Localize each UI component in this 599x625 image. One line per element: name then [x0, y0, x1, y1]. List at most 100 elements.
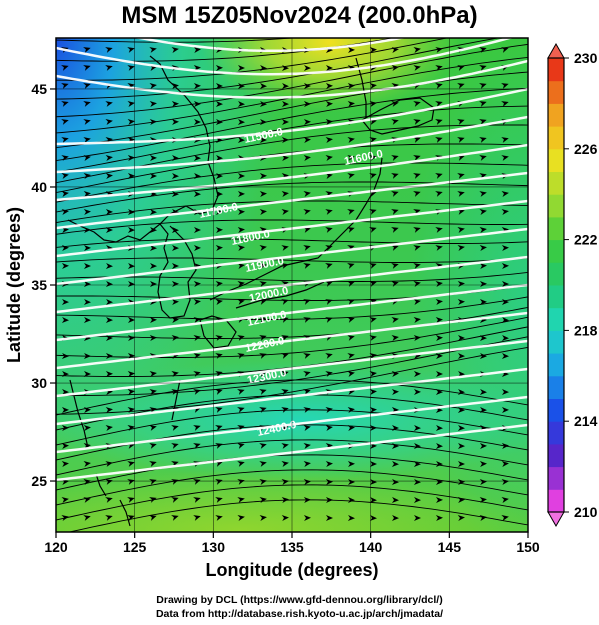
wind-arrow: [347, 371, 355, 377]
wind-arrow: [237, 425, 245, 431]
wind-arrow: [413, 335, 421, 341]
wind-arrow: [281, 65, 289, 71]
wind-arrow: [215, 65, 223, 71]
wind-arrow: [435, 371, 443, 377]
wind-arrow: [259, 461, 267, 467]
wind-arrow: [259, 353, 267, 359]
wind-arrow: [325, 119, 333, 125]
wind-arrow: [215, 83, 223, 89]
wind-arrow: [237, 353, 245, 359]
x-tick-label: 150: [516, 539, 540, 555]
wind-arrow: [171, 425, 179, 431]
wind-arrow: [369, 83, 377, 89]
wind-arrow: [281, 515, 289, 521]
wind-arrow: [149, 461, 157, 467]
wind-arrow: [127, 281, 135, 287]
wind-arrow: [413, 209, 421, 215]
wind-arrow: [391, 173, 399, 179]
wind-arrow: [83, 317, 91, 323]
colorbar-segment: [548, 194, 564, 218]
wind-arrow: [105, 407, 113, 413]
x-tick-label: 145: [438, 539, 462, 555]
wind-arrow: [215, 281, 223, 287]
wind-arrow: [347, 353, 355, 359]
wind-arrow: [457, 443, 465, 449]
wind-arrow: [259, 389, 267, 395]
wind-arrow: [281, 443, 289, 449]
x-tick-label: 140: [359, 539, 383, 555]
x-tick-label: 125: [123, 539, 147, 555]
y-tick-label: 25: [31, 473, 47, 489]
wind-arrow: [391, 65, 399, 71]
wind-arrow: [391, 335, 399, 341]
wind-arrow: [193, 227, 201, 233]
wind-arrow: [501, 497, 509, 503]
wind-arrow: [303, 479, 311, 485]
wind-arrow: [149, 173, 157, 179]
wind-arrow: [237, 209, 245, 215]
wind-arrow: [83, 191, 91, 197]
wind-arrow: [61, 425, 69, 431]
colorbar-segment: [548, 262, 564, 286]
wind-arrow: [193, 83, 201, 89]
wind-arrow: [149, 425, 157, 431]
wind-arrow: [303, 497, 311, 503]
wind-arrow: [413, 479, 421, 485]
wind-arrow: [457, 299, 465, 305]
colorbar-segment: [548, 353, 564, 377]
wind-arrow: [347, 263, 355, 269]
wind-arrow: [171, 371, 179, 377]
wind-arrow: [237, 137, 245, 143]
wind-arrow: [281, 281, 289, 287]
wind-arrow: [435, 281, 443, 287]
wind-arrow: [413, 299, 421, 305]
wind-arrow: [61, 137, 69, 143]
wind-arrow: [61, 353, 69, 359]
wind-arrow: [479, 83, 487, 89]
wind-arrow: [193, 47, 201, 53]
colorbar-tick-label: 218: [574, 322, 598, 338]
wind-arrow: [149, 407, 157, 413]
wind-arrow: [369, 263, 377, 269]
wind-arrow: [435, 425, 443, 431]
wind-arrow: [193, 245, 201, 251]
wind-arrow: [127, 155, 135, 161]
wind-arrow: [171, 281, 179, 287]
wind-arrow: [347, 137, 355, 143]
wind-arrow: [369, 227, 377, 233]
wind-arrow: [479, 209, 487, 215]
wind-arrow: [61, 389, 69, 395]
wind-arrow: [369, 443, 377, 449]
wind-arrow: [171, 263, 179, 269]
wind-arrow: [281, 389, 289, 395]
wind-arrow: [369, 389, 377, 395]
wind-arrow: [171, 47, 179, 53]
wind-arrow: [105, 47, 113, 53]
wind-arrow: [303, 443, 311, 449]
wind-arrow: [325, 245, 333, 251]
wind-arrow: [303, 317, 311, 323]
wind-arrow: [237, 191, 245, 197]
wind-arrow: [435, 245, 443, 251]
wind-arrow: [105, 101, 113, 107]
wind-arrow: [479, 443, 487, 449]
wind-arrow: [215, 155, 223, 161]
wind-arrow: [193, 173, 201, 179]
wind-arrow: [193, 443, 201, 449]
wind-arrow: [325, 497, 333, 503]
wind-arrow: [237, 335, 245, 341]
wind-arrow: [259, 281, 267, 287]
wind-arrow: [281, 119, 289, 125]
wind-arrow: [171, 299, 179, 305]
wind-arrow: [105, 65, 113, 71]
wind-arrow: [501, 515, 509, 521]
wind-arrow: [237, 443, 245, 449]
wind-arrow: [259, 65, 267, 71]
wind-arrow: [435, 461, 443, 467]
wind-arrow: [303, 119, 311, 125]
wind-arrow: [369, 317, 377, 323]
wind-arrow: [391, 245, 399, 251]
wind-arrow: [391, 191, 399, 197]
wind-arrow: [303, 407, 311, 413]
wind-arrow: [61, 515, 69, 521]
